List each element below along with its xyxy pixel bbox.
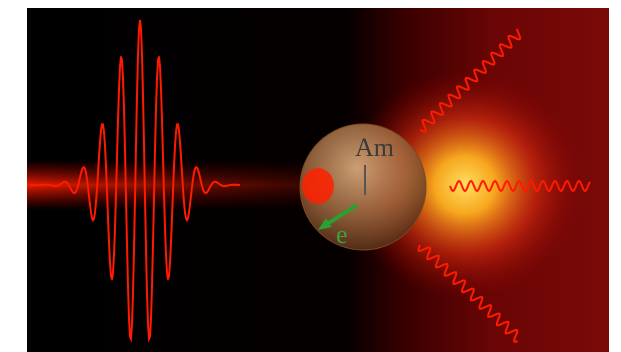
atom-label: Am [355, 133, 394, 162]
electron-cloud [302, 168, 334, 204]
electron-label: e [336, 220, 348, 249]
page: Am e (() => { const data = JSON.parse(do… [0, 0, 621, 352]
laser-beam [27, 160, 327, 210]
illustration: Am e [0, 0, 621, 352]
